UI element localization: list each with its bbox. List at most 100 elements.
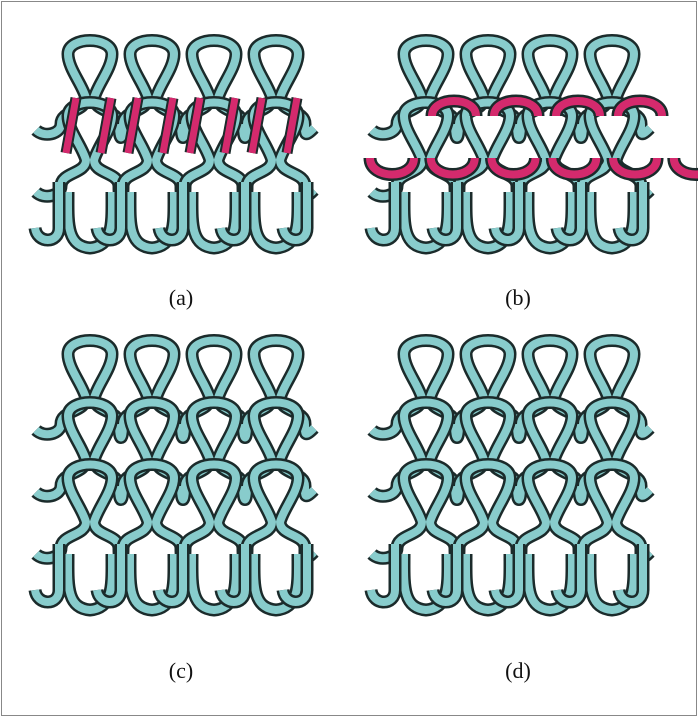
sinker-loop bbox=[236, 423, 254, 444]
hook-leg bbox=[276, 544, 314, 609]
knit-loop bbox=[576, 458, 648, 550]
hanging-loop bbox=[459, 191, 517, 255]
highlighted-leg bbox=[184, 97, 206, 154]
knit-loop bbox=[116, 96, 188, 188]
panel-a-label: (a) bbox=[168, 285, 194, 310]
hanging-loop bbox=[521, 191, 579, 255]
hook-leg bbox=[364, 182, 402, 247]
hook-leg bbox=[488, 544, 526, 609]
hook-leg bbox=[276, 182, 314, 247]
highlighted-leg bbox=[122, 97, 144, 154]
hanging-loop bbox=[247, 191, 305, 255]
panel-b-label: (b) bbox=[505, 285, 531, 310]
hook-leg bbox=[426, 182, 464, 247]
highlighted-sinker bbox=[545, 156, 603, 181]
hanging-loop bbox=[397, 553, 455, 617]
highlighted-head bbox=[487, 94, 545, 118]
knit-loop bbox=[54, 458, 126, 550]
sinker-loop bbox=[174, 123, 192, 144]
highlighted-leg bbox=[246, 97, 268, 154]
hook-leg bbox=[426, 544, 464, 609]
knit-loop bbox=[178, 458, 250, 550]
highlighted-leg bbox=[219, 97, 241, 154]
sinker-loop bbox=[448, 423, 466, 444]
hanging-loop bbox=[61, 191, 119, 255]
highlighted-sinker bbox=[606, 156, 664, 181]
highlighted-leg bbox=[95, 97, 117, 154]
knit-loop bbox=[116, 458, 188, 550]
panel-d-diagram bbox=[364, 334, 655, 617]
knit-loop bbox=[178, 96, 250, 188]
highlighted-sinker bbox=[363, 156, 421, 181]
panel-a-diagram bbox=[28, 34, 319, 255]
hook-leg bbox=[364, 544, 402, 609]
panel-d-label: (d) bbox=[505, 658, 531, 683]
highlighted-head bbox=[425, 94, 483, 118]
hanging-loop bbox=[123, 553, 181, 617]
yarn-tail-right bbox=[298, 485, 319, 503]
sinker-loop bbox=[572, 485, 590, 506]
hook-leg bbox=[612, 544, 650, 609]
hook-leg bbox=[550, 544, 588, 609]
knit-loop bbox=[240, 96, 312, 188]
hook-leg bbox=[28, 182, 66, 247]
sinker-loop bbox=[510, 123, 528, 144]
highlighted-leg bbox=[281, 97, 303, 154]
yarn-tail-right bbox=[634, 485, 655, 503]
yarn-tail-left bbox=[367, 122, 404, 141]
sinker-loop bbox=[510, 485, 528, 506]
hanging-loop bbox=[185, 191, 243, 255]
hook-leg bbox=[90, 182, 128, 247]
hook-leg bbox=[612, 182, 650, 247]
hanging-loop bbox=[397, 191, 455, 255]
yarn-tail-left bbox=[367, 484, 404, 503]
knit-loop bbox=[514, 458, 586, 550]
hook-leg bbox=[152, 182, 190, 247]
hanging-loop bbox=[521, 553, 579, 617]
hook-leg bbox=[28, 544, 66, 609]
sinker-loop bbox=[572, 423, 590, 444]
hanging-loop bbox=[61, 553, 119, 617]
sinker-loop bbox=[572, 123, 590, 144]
knit-loop bbox=[240, 458, 312, 550]
knit-loop bbox=[54, 96, 126, 188]
yarn-tail-right bbox=[634, 423, 655, 441]
yarn-tail-right bbox=[298, 123, 319, 141]
yarn-tail-left bbox=[31, 422, 68, 441]
highlighted-sinker bbox=[667, 156, 698, 181]
knit-loop bbox=[390, 458, 462, 550]
hanging-loop bbox=[583, 553, 641, 617]
highlighted-sinker bbox=[485, 156, 543, 181]
yarn-tail-left bbox=[31, 484, 68, 503]
sinker-loop bbox=[510, 423, 528, 444]
sinker-loop bbox=[448, 123, 466, 144]
highlighted-head bbox=[611, 94, 669, 118]
sinker-loop bbox=[174, 423, 192, 444]
highlighted-leg bbox=[60, 97, 82, 154]
panel-b-diagram bbox=[363, 34, 698, 255]
yarn-tail-left bbox=[367, 422, 404, 441]
hanging-loop bbox=[247, 553, 305, 617]
panel-c-label: (c) bbox=[168, 658, 194, 683]
sinker-loop bbox=[174, 485, 192, 506]
yarn-tail-right bbox=[298, 423, 319, 441]
sinker-loop bbox=[236, 123, 254, 144]
hanging-loop bbox=[583, 191, 641, 255]
hanging-loop bbox=[123, 191, 181, 255]
knit-loop bbox=[452, 458, 524, 550]
sinker-loop bbox=[236, 485, 254, 506]
hook-leg bbox=[90, 544, 128, 609]
highlighted-head bbox=[549, 94, 607, 118]
sinker-loop bbox=[112, 485, 130, 506]
yarn-tail-right bbox=[634, 123, 655, 141]
sinker-loop bbox=[112, 423, 130, 444]
highlighted-sinker bbox=[424, 156, 482, 181]
hook-leg bbox=[214, 182, 252, 247]
sinker-loop bbox=[112, 123, 130, 144]
panel-c-diagram bbox=[28, 334, 319, 617]
hanging-loop bbox=[185, 553, 243, 617]
hanging-loop bbox=[459, 553, 517, 617]
sinker-loop bbox=[448, 485, 466, 506]
yarn-tail-left bbox=[31, 122, 68, 141]
